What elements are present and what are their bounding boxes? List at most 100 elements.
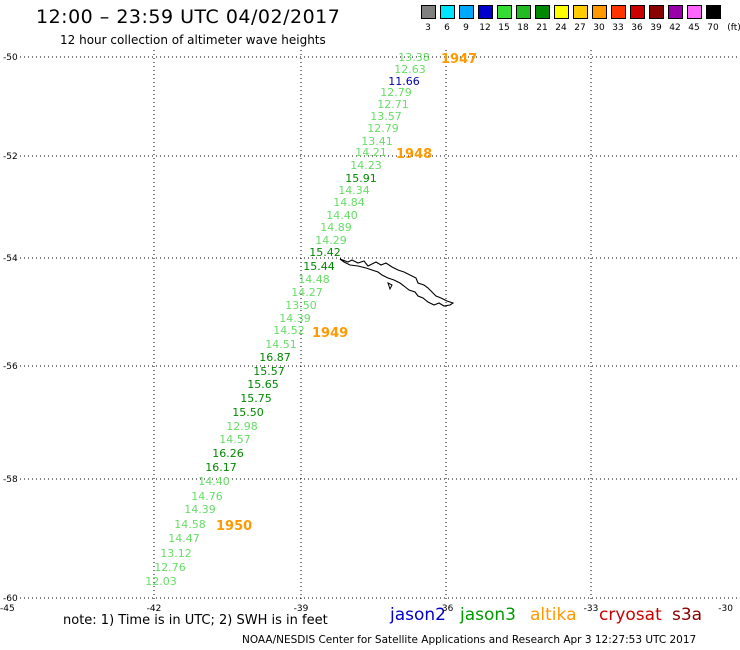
- color-scale-unit: (ft): [727, 23, 740, 33]
- color-scale-label: 24: [555, 23, 567, 33]
- wave-height-observation: 12.79: [380, 86, 412, 99]
- wave-height-observation: 13.41: [361, 135, 393, 148]
- legend-jason3: jason3: [460, 605, 516, 625]
- wave-height-observation: 15.65: [247, 378, 279, 391]
- latitude-label: -60: [3, 594, 18, 604]
- wave-height-observation: 14.48: [298, 273, 330, 286]
- wave-height-observation: 14.39: [279, 312, 311, 325]
- color-scale-label: 27: [574, 23, 586, 33]
- wave-height-observation: 14.34: [338, 184, 370, 197]
- wave-height-observation: 12.71: [377, 98, 409, 111]
- time-marker: 1948: [396, 147, 432, 162]
- legend-s3a: s3a: [672, 605, 703, 625]
- page-title: 12:00 – 23:59 UTC 04/02/2017: [36, 6, 341, 28]
- wave-height-observation: 11.66: [388, 75, 420, 88]
- credit-line: NOAA/NESDIS Center for Satellite Applica…: [242, 634, 697, 646]
- wave-height-observation: 14.57: [219, 433, 251, 446]
- legend-altika: altika: [530, 605, 577, 625]
- time-marker: 1949: [312, 326, 348, 341]
- color-scale-label: 3: [425, 23, 431, 33]
- wave-height-observation: 14.84: [333, 196, 365, 209]
- wave-height-observation: 15.57: [253, 365, 285, 378]
- page-subtitle: 12 hour collection of altimeter wave hei…: [60, 33, 326, 47]
- wave-height-observation: 14.51: [265, 338, 297, 351]
- color-scale-label: 70: [707, 23, 719, 33]
- wave-height-observation: 15.91: [345, 172, 377, 185]
- wave-height-observation: 14.40: [198, 475, 230, 488]
- color-scale-label: 36: [631, 23, 643, 33]
- color-swatch: [516, 5, 531, 19]
- wave-height-observation: 13.12: [160, 547, 192, 560]
- wave-height-observation: 14.52: [273, 324, 305, 337]
- color-swatch: [478, 5, 493, 19]
- longitude-label: -30: [718, 604, 733, 614]
- color-swatch: [440, 5, 455, 19]
- latitude-label: -52: [3, 152, 18, 162]
- latitude-label: -58: [3, 475, 18, 485]
- color-scale-label: 15: [498, 23, 510, 33]
- color-swatch: [611, 5, 626, 19]
- wave-height-observation: 15.50: [232, 406, 264, 419]
- longitude-label: -36: [439, 604, 454, 614]
- wave-height-observation: 14.23: [350, 159, 382, 172]
- wave-height-observation: 14.27: [291, 286, 323, 299]
- units-note: note: 1) Time is in UTC; 2) SWH is in fe…: [63, 613, 328, 628]
- color-swatch: [459, 5, 474, 19]
- wave-height-observation: 13.50: [285, 299, 317, 312]
- latitude-label: -54: [3, 254, 18, 264]
- wave-height-observation: 14.47: [168, 532, 200, 545]
- latitude-label: -56: [3, 362, 18, 372]
- island-fragment: [387, 282, 393, 291]
- color-swatch: [687, 5, 702, 19]
- color-scale-label: 6: [444, 23, 450, 33]
- wave-height-observation: 16.17: [205, 461, 237, 474]
- wave-height-observation: 13.38: [398, 51, 430, 64]
- wave-height-observation: 12.79: [367, 122, 399, 135]
- wave-height-observation: 14.21: [355, 146, 387, 159]
- color-scale-label: 9: [463, 23, 469, 33]
- legend-jason2: jason2: [390, 605, 446, 625]
- color-swatch: [421, 5, 436, 19]
- wave-height-observation: 16.87: [259, 351, 291, 364]
- wave-height-observation: 15.42: [309, 246, 341, 259]
- wave-height-observation: 14.76: [191, 490, 223, 503]
- color-swatch: [630, 5, 645, 19]
- color-swatch: [497, 5, 512, 19]
- color-scale-label: 18: [517, 23, 529, 33]
- wave-height-observation: 14.58: [174, 518, 206, 531]
- wave-height-observation: 14.40: [326, 209, 358, 222]
- south-georgia-coastline: [339, 258, 455, 307]
- wave-height-observation: 12.76: [154, 561, 186, 574]
- color-scale-label: 12: [479, 23, 491, 33]
- time-marker: 1950: [216, 519, 252, 534]
- longitude-label: -42: [147, 604, 162, 614]
- wave-height-observation: 15.75: [240, 392, 272, 405]
- color-swatch: [706, 5, 721, 19]
- color-swatch: [668, 5, 683, 19]
- wave-height-observation: 14.29: [315, 234, 347, 247]
- color-swatch: [535, 5, 550, 19]
- longitude-label: -45: [0, 604, 15, 614]
- wave-height-observation: 14.39: [184, 503, 216, 516]
- wave-height-observation: 12.03: [145, 575, 177, 588]
- grid-lines: [20, 50, 740, 600]
- wave-height-observation: 13.57: [370, 110, 402, 123]
- color-swatch: [554, 5, 569, 19]
- wave-height-observation: 16.26: [212, 447, 244, 460]
- wave-height-observation: 12.98: [226, 420, 258, 433]
- color-scale-label: 33: [612, 23, 624, 33]
- color-scale-label: 30: [593, 23, 605, 33]
- color-swatch: [592, 5, 607, 19]
- legend-cryosat: cryosat: [599, 605, 662, 625]
- wave-height-observation: 15.44: [303, 260, 335, 273]
- color-swatch: [649, 5, 664, 19]
- wave-height-observation: 12.63: [394, 63, 426, 76]
- longitude-label: -33: [584, 604, 599, 614]
- time-marker: 1947: [441, 52, 477, 67]
- color-swatch: [573, 5, 588, 19]
- color-scale-label: 42: [669, 23, 681, 33]
- color-scale-label: 45: [688, 23, 700, 33]
- color-scale-label: 21: [536, 23, 548, 33]
- wave-height-observation: 14.89: [320, 221, 352, 234]
